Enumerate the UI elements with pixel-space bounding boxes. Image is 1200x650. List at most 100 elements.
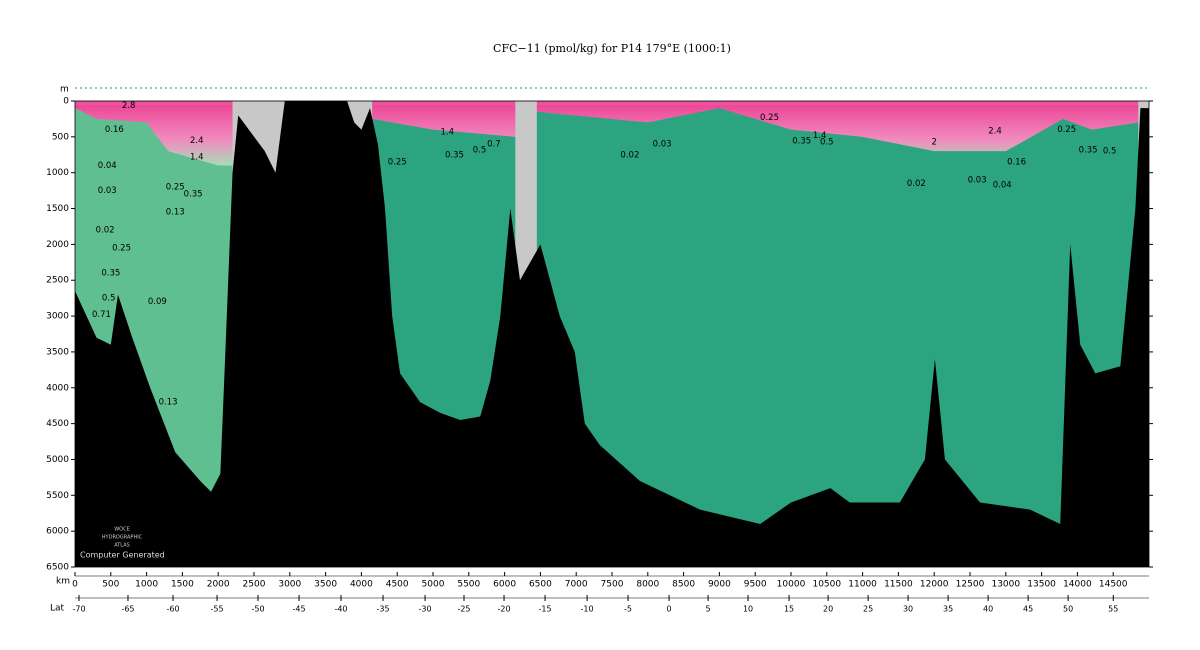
y-tick-label: 4500 xyxy=(46,419,69,429)
y-tick-label: 4000 xyxy=(46,383,69,393)
watermark: ATLAS xyxy=(114,543,130,549)
contour-label: 0.71 xyxy=(92,310,111,320)
contour-label: 0.35 xyxy=(792,137,811,147)
x-tick-label: 12000 xyxy=(920,580,949,590)
x2-tick-label: -35 xyxy=(376,605,389,614)
contour-label: 0.03 xyxy=(98,186,117,196)
x-tick-label: 8000 xyxy=(636,580,659,590)
x-tick-label: 10000 xyxy=(777,580,806,590)
x2-tick-label: 40 xyxy=(983,605,993,614)
x-tick-label: 14000 xyxy=(1063,580,1092,590)
watermark: WOCE xyxy=(114,527,130,533)
x-tick-label: 14500 xyxy=(1099,580,1128,590)
x2-tick-label: 50 xyxy=(1063,605,1073,614)
y-tick-label: 5500 xyxy=(46,491,69,501)
x2-tick-label: -5 xyxy=(624,605,632,614)
x-tick-label: 2500 xyxy=(243,580,266,590)
contour-label: 0.02 xyxy=(907,179,926,189)
x-tick-label: 9000 xyxy=(708,580,731,590)
x-tick-label: 3000 xyxy=(278,580,301,590)
x-tick-label: 11000 xyxy=(848,580,877,590)
x-tick-label: 9500 xyxy=(744,580,767,590)
x2-tick-label: -55 xyxy=(211,605,224,614)
x2-tick-label: -50 xyxy=(251,605,264,614)
contour-label: 0.35 xyxy=(1079,145,1098,155)
x2-tick-label: 0 xyxy=(667,605,672,614)
x2-tick-label: -25 xyxy=(457,605,470,614)
x-tick-label: 1500 xyxy=(171,580,194,590)
x2-tick-label: -70 xyxy=(72,605,85,614)
x2-tick-label: 25 xyxy=(863,605,873,614)
surface-accent xyxy=(75,101,1149,105)
x2-tick-label: -10 xyxy=(581,605,594,614)
y-tick-label: 2500 xyxy=(46,276,69,286)
contour-label: 1.4 xyxy=(813,131,827,141)
contour-label: 0.03 xyxy=(653,140,672,150)
contour-label: 0.5 xyxy=(1103,147,1117,157)
x-tick-label: 5500 xyxy=(457,580,480,590)
x-tick-label: 500 xyxy=(102,580,119,590)
contour-label: 0.25 xyxy=(112,243,131,253)
contour-label: 0.25 xyxy=(760,113,779,123)
contour-label: 0.04 xyxy=(98,161,117,171)
x2-tick-label: -15 xyxy=(539,605,552,614)
x-tick-label: 6500 xyxy=(529,580,552,590)
contour-label: 2.4 xyxy=(988,127,1002,137)
contour-label: 1.4 xyxy=(441,127,455,137)
watermark: HYDROGRAPHIC xyxy=(102,535,143,541)
contour-label: 0.02 xyxy=(96,226,115,236)
x2-tick-label: 10 xyxy=(743,605,753,614)
x2-tick-label: 35 xyxy=(943,605,953,614)
chart-title: CFC−11 (pmol/kg) for P14 179°E (1000:1) xyxy=(493,42,731,55)
x2-tick-label: 15 xyxy=(784,605,794,614)
plot-area: 2.82.41.40.160.040.030.020.250.350.50.71… xyxy=(75,101,1149,567)
x-tick-label: 3500 xyxy=(314,580,337,590)
x2-tick-label: 55 xyxy=(1108,605,1118,614)
y-tick-label: 3500 xyxy=(46,347,69,357)
x-axis-label: km xyxy=(56,577,70,587)
credit: Computer Generated xyxy=(80,551,165,560)
x2-tick-label: 5 xyxy=(706,605,711,614)
x-tick-label: 5000 xyxy=(422,580,445,590)
contour-label: 0.5 xyxy=(102,294,116,304)
contour-label: 0.13 xyxy=(159,398,178,408)
x2-tick-label: -45 xyxy=(292,605,305,614)
y-tick-label: 1000 xyxy=(46,168,69,178)
x2-tick-label: -40 xyxy=(334,605,347,614)
contour-label: 0.13 xyxy=(166,208,185,218)
contour-label: 0.04 xyxy=(993,180,1012,190)
contour-label: 0.35 xyxy=(184,190,203,200)
y-tick-label: 0 xyxy=(63,97,69,107)
contour-label: 0.5 xyxy=(820,137,834,147)
y-tick-label: 6000 xyxy=(46,527,69,537)
x2-tick-label: -60 xyxy=(166,605,179,614)
x-tick-label: 7000 xyxy=(565,580,588,590)
x-tick-label: 1000 xyxy=(135,580,158,590)
x-tick-label: 2000 xyxy=(207,580,230,590)
x-tick-label: 4000 xyxy=(350,580,373,590)
x2-tick-label: 45 xyxy=(1023,605,1033,614)
y-tick-label: 5000 xyxy=(46,455,69,465)
contour-label: 0.25 xyxy=(388,157,407,167)
x2-tick-label: -65 xyxy=(121,605,134,614)
contour-label: 0.35 xyxy=(445,150,464,160)
contour-label: 0.25 xyxy=(166,183,185,193)
contour-label: 0.25 xyxy=(1057,125,1076,135)
x-tick-label: 7500 xyxy=(601,580,624,590)
x-tick-label: 0 xyxy=(72,580,78,590)
contour-label: 0.03 xyxy=(968,175,987,185)
y-tick-label: 2000 xyxy=(46,240,69,250)
x-tick-label: 8500 xyxy=(672,580,695,590)
y-tick-label: 3000 xyxy=(46,312,69,322)
contour-label: 1.4 xyxy=(190,152,204,162)
plot-frame xyxy=(74,100,1150,568)
x-tick-label: 6000 xyxy=(493,580,516,590)
x-tick-label: 12500 xyxy=(956,580,985,590)
x-tick-label: 10500 xyxy=(812,580,841,590)
contour-label: 0.35 xyxy=(101,269,120,279)
contour-label: 0.5 xyxy=(473,145,487,155)
x2-tick-label: -30 xyxy=(419,605,432,614)
x-tick-label: 13000 xyxy=(991,580,1020,590)
contour-label: 2 xyxy=(931,137,936,147)
